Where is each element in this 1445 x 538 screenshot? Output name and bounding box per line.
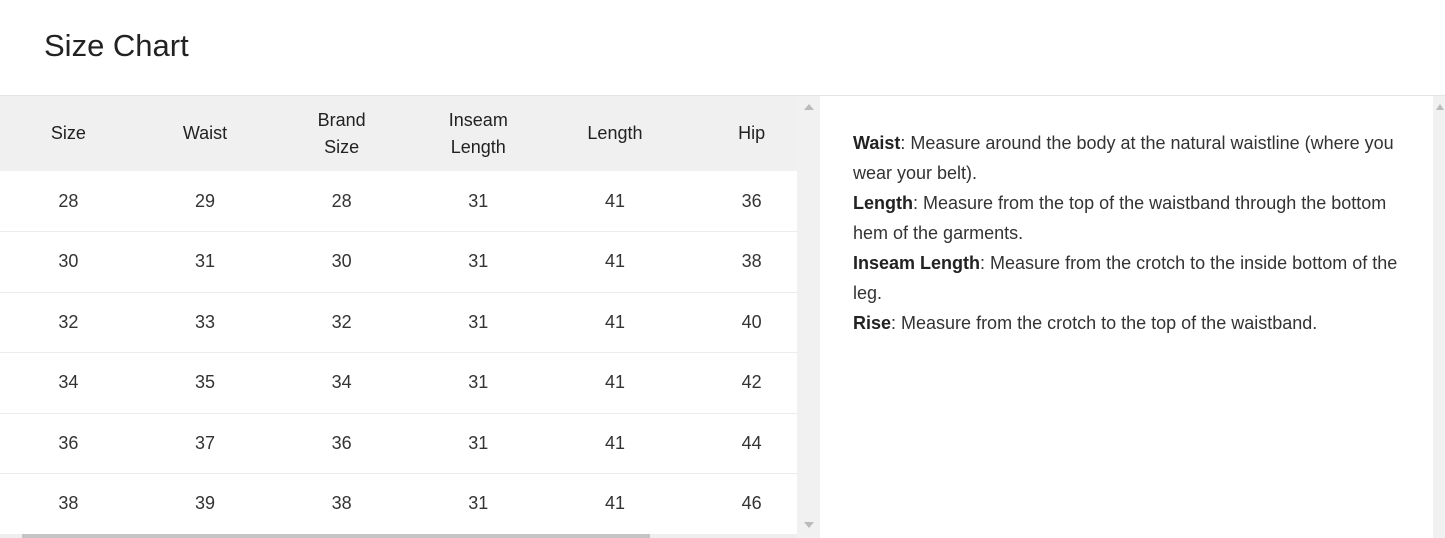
table-row: 30 31 30 31 41 38	[0, 231, 797, 293]
table-cell: 28	[273, 171, 410, 232]
table-cell: 38	[683, 231, 797, 293]
table-cell: 34	[273, 352, 410, 414]
note-term: Inseam Length	[853, 253, 981, 273]
table-cell: 34	[0, 352, 137, 414]
table-cell: 31	[409, 231, 547, 293]
table-cell: 37	[136, 413, 274, 474]
table-row: 36 37 36 31 41 44	[0, 413, 797, 474]
table-cell: 39	[136, 473, 274, 535]
note-text: : Measure from the crotch to the top of …	[891, 313, 1318, 333]
note-term: Length	[853, 193, 913, 213]
table-cell: 31	[409, 413, 547, 474]
note-term: Waist	[853, 133, 901, 153]
table-cell: 31	[409, 352, 547, 414]
table-cell: 41	[546, 292, 684, 353]
table-cell: 31	[409, 292, 547, 353]
table-cell: 36	[273, 413, 410, 474]
column-header: Brand Size	[273, 96, 410, 171]
column-header: Waist	[136, 96, 274, 171]
table-cell: 29	[136, 171, 274, 232]
table-cell: 30	[273, 231, 410, 293]
note-item: Length: Measure from the top of the wais…	[853, 188, 1413, 248]
column-header: Hip	[683, 96, 797, 171]
table-cell: 38	[0, 473, 137, 535]
measurement-notes: Waist: Measure around the body at the na…	[853, 128, 1413, 338]
table-cell: 42	[683, 352, 797, 414]
table-cell: 40	[683, 292, 797, 353]
table-cell: 41	[546, 171, 684, 232]
table-cell: 35	[136, 352, 274, 414]
page-title: Size Chart	[44, 28, 189, 63]
table-cell: 30	[0, 231, 137, 293]
table-cell: 28	[0, 171, 137, 232]
note-term: Rise	[853, 313, 892, 333]
column-header: Size	[0, 96, 137, 171]
table-cell: 31	[136, 231, 274, 293]
table-row: 28 29 28 31 41 36	[0, 171, 797, 232]
size-table-container: Size Waist Brand Size Inseam Length Length Hi…	[0, 96, 797, 538]
column-header: Length	[546, 96, 684, 171]
note-text: : Measure around the body at the natural…	[853, 133, 1394, 183]
divider	[0, 95, 1445, 96]
note-item: Inseam Length: Measure from the crotch t…	[853, 248, 1413, 308]
notes-vertical-scrollbar[interactable]	[1433, 96, 1445, 538]
horizontal-scroll-thumb[interactable]	[22, 534, 650, 538]
table-cell: 33	[136, 292, 274, 353]
table-cell: 38	[273, 473, 410, 535]
table-cell: 36	[683, 171, 797, 232]
table-row: 34 35 34 31 41 42	[0, 352, 797, 414]
scroll-down-arrow-icon[interactable]	[804, 522, 814, 528]
note-text: : Measure from the crotch to the inside …	[853, 253, 1398, 303]
table-cell: 46	[683, 473, 797, 535]
table-cell: 32	[0, 292, 137, 353]
table-vertical-scrollbar[interactable]	[797, 96, 820, 538]
table-cell: 41	[546, 231, 684, 293]
table-cell: 31	[409, 473, 547, 535]
note-text: : Measure from the top of the waistband …	[853, 193, 1387, 243]
column-header: Inseam Length	[409, 96, 547, 171]
table-cell: 32	[273, 292, 410, 353]
note-item: Waist: Measure around the body at the na…	[853, 128, 1413, 188]
table-cell: 44	[683, 413, 797, 474]
table-cell: 41	[546, 413, 684, 474]
scroll-up-arrow-icon[interactable]	[1436, 104, 1444, 110]
table-horizontal-scrollbar[interactable]	[0, 534, 797, 538]
table-cell: 41	[546, 473, 684, 535]
table-cell: 41	[546, 352, 684, 414]
scroll-up-arrow-icon[interactable]	[804, 104, 814, 110]
note-item: Rise: Measure from the crotch to the top…	[853, 308, 1413, 338]
table-cell: 31	[409, 171, 547, 232]
table-cell: 36	[0, 413, 137, 474]
table-row: 38 39 38 31 41 46	[0, 473, 797, 535]
size-table: Size Waist Brand Size Inseam Length Length Hi…	[0, 96, 797, 535]
table-row: 32 33 32 31 41 40	[0, 292, 797, 353]
table-header-row: Size Waist Brand Size Inseam Length Length Hi…	[0, 96, 797, 171]
